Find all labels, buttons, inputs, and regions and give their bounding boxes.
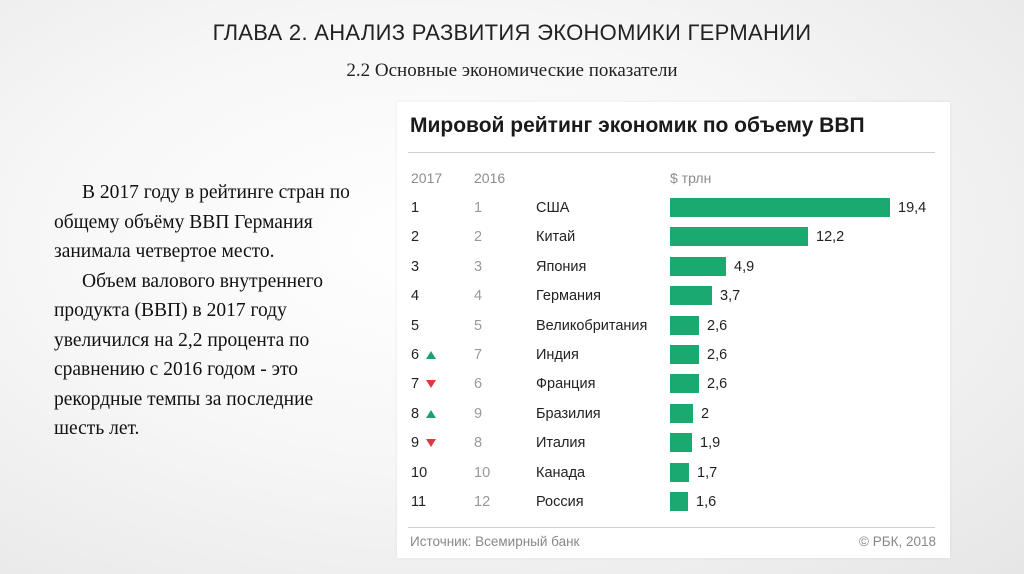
column-header-2017: 2017 <box>411 170 443 186</box>
column-header-2016: 2016 <box>474 170 506 186</box>
bar <box>670 227 808 247</box>
country-label: США <box>536 200 570 216</box>
slide-subtitle: 2.2 Основные экономические показатели <box>346 60 678 81</box>
arrow-down-icon <box>426 380 436 389</box>
rank-2016: 10 <box>474 464 491 481</box>
chart-row: 2 2 Китай 12,2 <box>397 227 950 256</box>
chart-title: Мировой рейтинг экономик по объему ВВП <box>410 114 865 137</box>
data-label: 12,2 <box>816 229 845 246</box>
rank-2016: 12 <box>474 494 491 510</box>
chart-row: 8 9 Бразилия 2 <box>397 403 950 433</box>
bar <box>670 256 726 276</box>
rank-2016: 9 <box>474 405 483 422</box>
bar <box>670 403 693 423</box>
chart-row: 9 8 Италия 1,9 <box>397 433 950 462</box>
rank-2017: 10 <box>411 464 428 481</box>
chart-row: 11 12 Россия 1,6 <box>397 492 950 521</box>
rank-2016: 8 <box>474 435 483 452</box>
chart-row: 3 3 Япония 4,9 <box>397 256 950 286</box>
rank-2017: 9 <box>411 435 420 452</box>
chart-row: 6 7 Индия 2,6 <box>397 345 950 374</box>
bar <box>670 492 688 511</box>
arrow-up-icon <box>426 409 436 418</box>
rank-2017: 4 <box>411 288 420 305</box>
column-header-unit: $ трлн <box>670 170 712 186</box>
bar <box>670 198 890 217</box>
rank-2016: 6 <box>474 376 483 393</box>
body-text: В 2017 году в рейтинге стран по общему о… <box>54 178 354 444</box>
bar <box>670 374 699 394</box>
arrow-down-icon <box>426 439 436 448</box>
bar <box>670 462 689 482</box>
rank-2016: 3 <box>474 258 483 275</box>
country-label: Канада <box>536 464 586 481</box>
rank-2017: 2 <box>411 229 420 246</box>
data-label: 2 <box>701 405 710 422</box>
data-label: 2,6 <box>707 347 728 363</box>
chart-copyright: © РБК, 2018 <box>859 534 936 549</box>
rank-2017: 8 <box>411 405 420 422</box>
rank-2016: 2 <box>474 229 483 246</box>
rank-2016: 4 <box>474 288 483 305</box>
chart-row: 5 5 Великобритания 2,6 <box>397 315 950 345</box>
rank-2017: 3 <box>411 258 420 275</box>
data-label: 1,9 <box>700 435 721 452</box>
bar <box>670 345 699 364</box>
rank-2017: 7 <box>411 376 420 393</box>
chart-row: 10 10 Канада 1,7 <box>397 462 950 492</box>
data-label: 19,4 <box>898 200 927 216</box>
data-label: 2,6 <box>707 376 728 393</box>
body-paragraph-1: В 2017 году в рейтинге стран по общему о… <box>54 182 350 262</box>
bar <box>670 315 699 335</box>
data-label: 4,9 <box>734 258 755 275</box>
arrow-up-icon <box>426 351 436 359</box>
rank-2017: 5 <box>411 317 420 334</box>
data-label: 1,7 <box>697 464 718 481</box>
rank-2016: 7 <box>474 347 483 363</box>
chart-row: 1 1 США 19,4 <box>397 198 950 227</box>
slide-title: ГЛАВА 2. АНАЛИЗ РАЗВИТИЯ ЭКОНОМИКИ ГЕРМА… <box>212 20 812 45</box>
rank-2017: 1 <box>411 200 420 216</box>
chart-panel: Мировой рейтинг экономик по объему ВВП 2… <box>397 102 950 558</box>
body-paragraph-2: Объем валового внутреннего продукта (ВВП… <box>54 270 324 440</box>
rank-2016: 1 <box>474 200 483 216</box>
data-label: 2,6 <box>707 317 728 334</box>
footer-divider <box>408 527 935 528</box>
chart-row: 7 6 Франция 2,6 <box>397 374 950 403</box>
country-label: Италия <box>536 435 586 452</box>
rank-2017: 11 <box>411 494 427 510</box>
country-label: Франция <box>536 376 596 393</box>
country-label: Германия <box>536 288 602 305</box>
chart-source: Источник: Всемирный банк <box>410 534 580 549</box>
rank-2017: 6 <box>411 347 420 363</box>
country-label: Россия <box>536 494 584 510</box>
chart-row: 4 4 Германия 3,7 <box>397 286 950 315</box>
country-label: Великобритания <box>536 317 648 334</box>
data-label: 3,7 <box>720 288 741 305</box>
country-label: Япония <box>536 258 587 275</box>
country-label: Бразилия <box>536 405 601 422</box>
rank-2016: 5 <box>474 317 483 334</box>
data-label: 1,6 <box>696 494 717 510</box>
country-label: Китай <box>536 229 576 246</box>
bar <box>670 433 692 453</box>
header-divider <box>408 152 935 153</box>
country-label: Индия <box>536 347 579 363</box>
bar <box>670 286 712 306</box>
